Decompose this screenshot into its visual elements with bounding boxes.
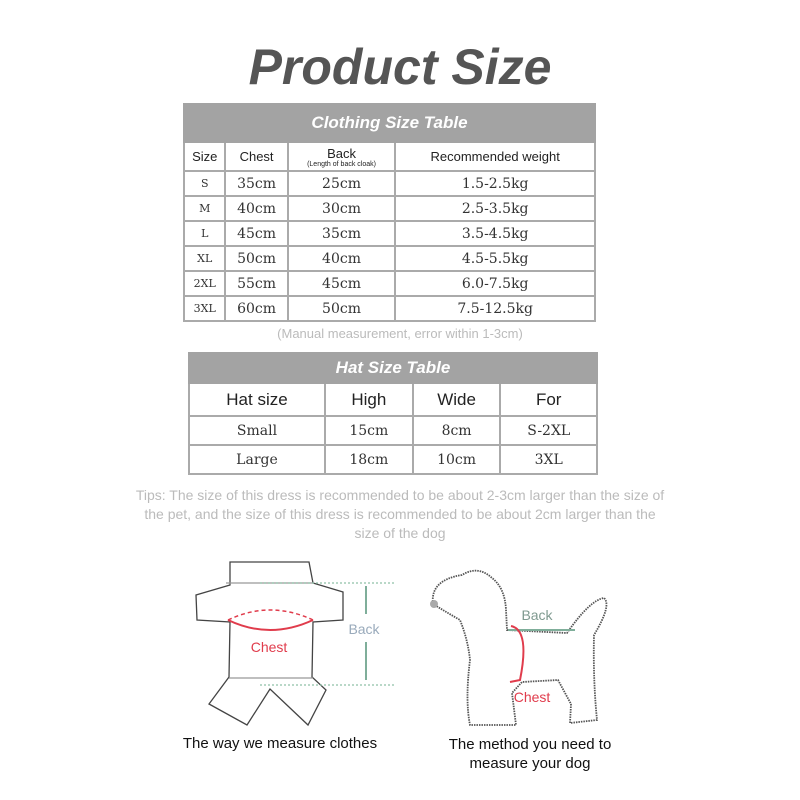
- header-wide: Wide: [411, 382, 502, 417]
- table-cell: Small: [188, 415, 326, 446]
- table-cell: 2.5-3.5kg: [394, 195, 596, 222]
- tips-text: Tips: The size of this dress is recommen…: [135, 487, 665, 541]
- dog-chest-line: [509, 625, 525, 683]
- table-cell: 40cm: [224, 195, 289, 222]
- hat-table-caption: Hat Size Table: [188, 352, 598, 384]
- table-row: Small 15cm 8cm S-2XL: [188, 415, 598, 446]
- table-cell: S: [182, 170, 227, 197]
- table-cell: S-2XL: [499, 415, 598, 446]
- header-back: Back (Length of back cloak): [286, 141, 397, 172]
- table-cell: Large: [188, 444, 326, 475]
- dog-caption-line2: measure your dog: [469, 755, 591, 772]
- table-cell: 3.5-4.5kg: [394, 220, 596, 247]
- measurement-note: (Manual measurement, error within 1-3cm): [277, 326, 523, 341]
- page-title: Product Size: [248, 39, 552, 95]
- header-back-label: Back: [327, 145, 356, 161]
- table-cell: 8cm: [411, 415, 502, 446]
- table-cell: 18cm: [323, 444, 414, 475]
- table-row: 2XL 55cm 45cm 6.0-7.5kg: [182, 270, 596, 297]
- header-back-sub: (Length of back cloak): [307, 160, 376, 168]
- table-row: M 40cm 30cm 2.5-3.5kg: [182, 195, 596, 222]
- hat-size-table: Hat Size Table Hat size High Wide For Sm…: [188, 352, 598, 475]
- chest-line-dashed: [227, 609, 314, 621]
- dog-back-label: Back: [521, 607, 553, 623]
- table-cell: 4.5-5.5kg: [394, 245, 596, 272]
- table-cell: 3XL: [182, 295, 227, 322]
- table-cell: M: [182, 195, 227, 222]
- table-cell: 10cm: [411, 444, 502, 475]
- dog-caption: The method you need to measure your dog: [420, 735, 640, 773]
- table-cell: 6.0-7.5kg: [394, 270, 596, 297]
- table-row: XL 50cm 40cm 4.5-5.5kg: [182, 245, 596, 272]
- table-row: L 45cm 35cm 3.5-4.5kg: [182, 220, 596, 247]
- dog-diagram: [430, 569, 608, 726]
- clothes-caption: The way we measure clothes: [182, 735, 378, 752]
- table-cell: 45cm: [286, 270, 397, 297]
- table-cell: 55cm: [224, 270, 289, 297]
- clothes-back-label: Back: [348, 621, 380, 637]
- table-cell: 2XL: [182, 270, 227, 297]
- table-cell: 35cm: [224, 170, 289, 197]
- header-chest: Chest: [224, 141, 289, 172]
- dog-chest-label: Chest: [514, 689, 551, 705]
- header-hat-size: Hat size: [188, 382, 326, 417]
- header-weight: Recommended weight: [394, 141, 596, 172]
- table-cell: 50cm: [286, 295, 397, 322]
- header-for: For: [499, 382, 598, 417]
- clothing-size-table: Clothing Size Table Size Chest Back (Leng…: [182, 103, 596, 322]
- table-row: Large 18cm 10cm 3XL: [188, 444, 598, 475]
- table-row: 3XL 60cm 50cm 7.5-12.5kg: [182, 295, 596, 322]
- table-cell: 25cm: [286, 170, 397, 197]
- table-cell: XL: [182, 245, 227, 272]
- table-cell: 15cm: [323, 415, 414, 446]
- table-cell: 7.5-12.5kg: [394, 295, 596, 322]
- table-cell: 35cm: [286, 220, 397, 247]
- table-cell: 1.5-2.5kg: [394, 170, 596, 197]
- table-cell: 3XL: [499, 444, 598, 475]
- header-size: Size: [182, 141, 227, 172]
- table-cell: 50cm: [224, 245, 289, 272]
- table-cell: 30cm: [286, 195, 397, 222]
- back-guide-lines: [260, 582, 395, 686]
- clothing-table-caption: Clothing Size Table: [183, 103, 596, 143]
- table-cell: 40cm: [286, 245, 397, 272]
- table-cell: 60cm: [224, 295, 289, 322]
- header-high: High: [323, 382, 414, 417]
- table-row: S 35cm 25cm 1.5-2.5kg: [182, 170, 596, 197]
- clothes-chest-label: Chest: [251, 639, 288, 655]
- table-cell: L: [182, 220, 227, 247]
- chest-line: [227, 619, 314, 631]
- dog-caption-line1: The method you need to: [448, 736, 612, 753]
- table-cell: 45cm: [224, 220, 289, 247]
